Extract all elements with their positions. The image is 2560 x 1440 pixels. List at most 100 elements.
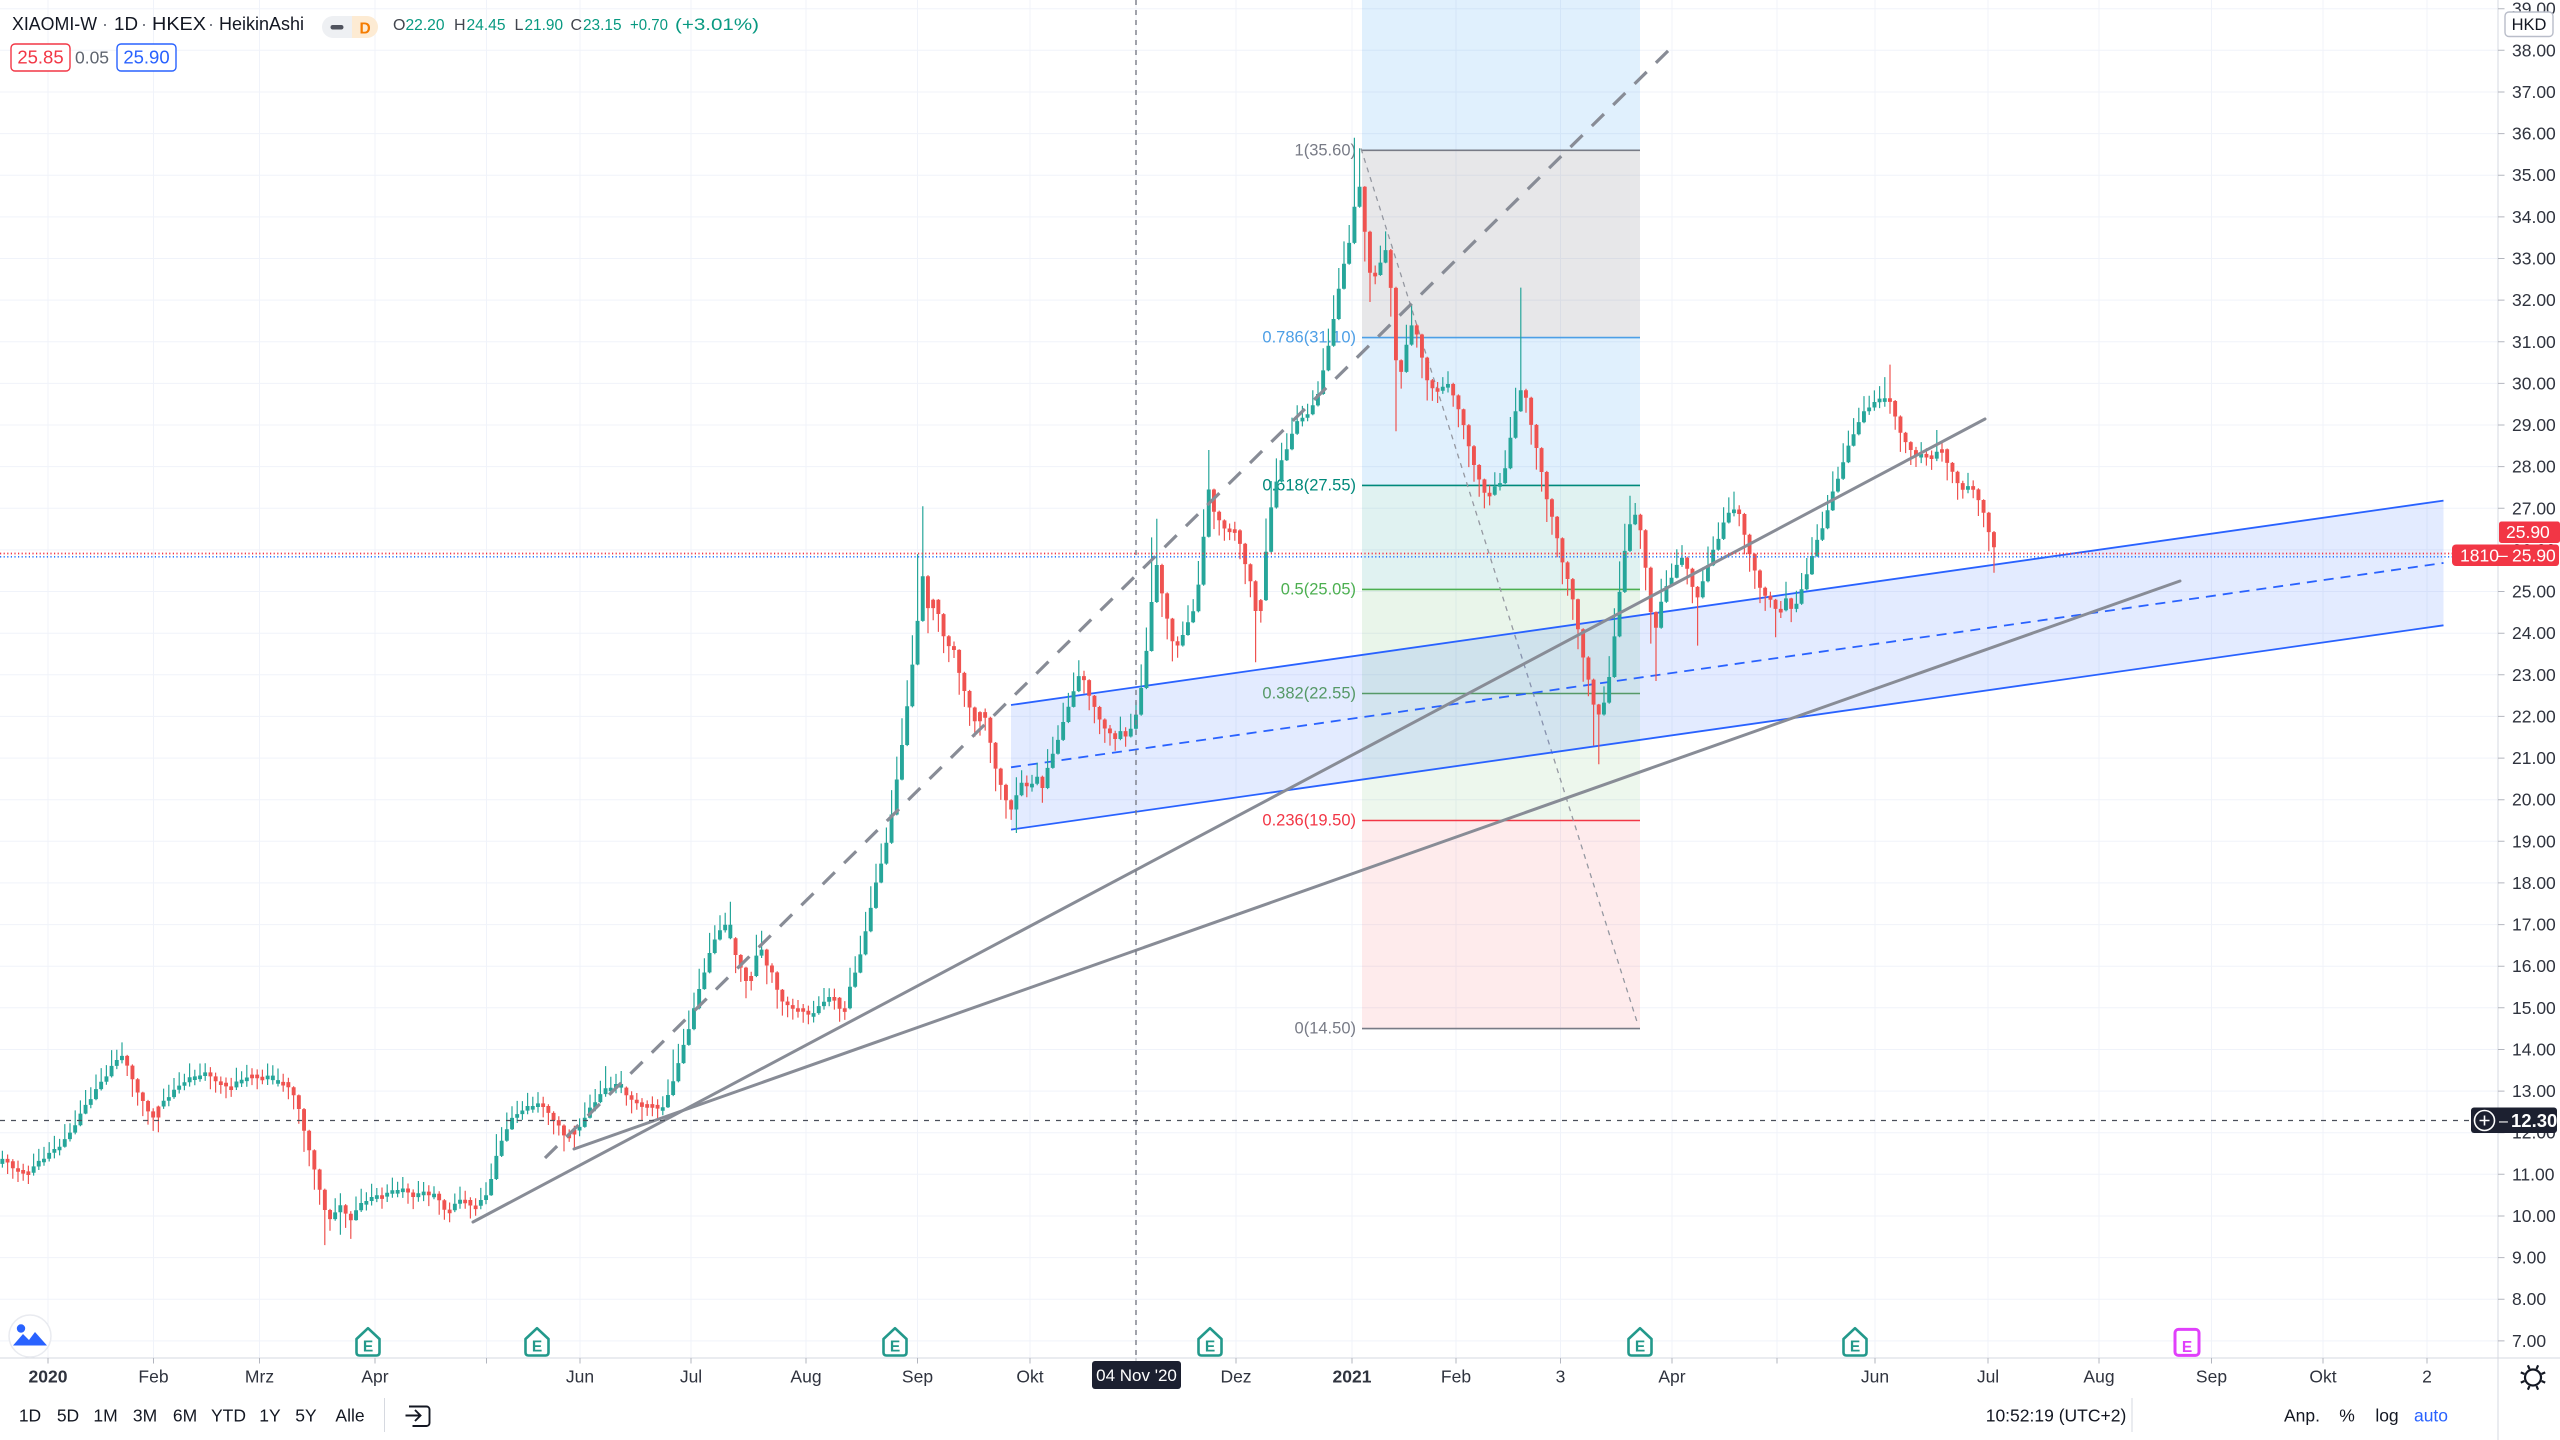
svg-text:2021: 2021	[1333, 1367, 1372, 1387]
svg-text:5Y: 5Y	[295, 1406, 317, 1426]
svg-text:HKD: HKD	[2512, 16, 2547, 34]
svg-text:E: E	[1635, 1339, 1645, 1356]
svg-text:Apr: Apr	[1658, 1367, 1685, 1387]
svg-text:H: H	[454, 17, 466, 34]
svg-text:1D: 1D	[114, 14, 138, 34]
svg-text:16.00: 16.00	[2512, 956, 2556, 976]
svg-text:Apr: Apr	[361, 1367, 388, 1387]
svg-text:0.5(25.05): 0.5(25.05)	[1281, 580, 1356, 598]
svg-text:Okt: Okt	[2309, 1367, 2336, 1387]
svg-text:Anp.: Anp.	[2284, 1406, 2320, 1426]
svg-text:·: ·	[102, 14, 108, 34]
svg-text:8.00: 8.00	[2512, 1289, 2546, 1309]
svg-text:+0.70: +0.70	[630, 17, 668, 34]
svg-text:10:52:19 (UTC+2): 10:52:19 (UTC+2)	[1986, 1406, 2127, 1426]
svg-text:21.00: 21.00	[2512, 748, 2556, 768]
svg-text:%: %	[2339, 1406, 2355, 1426]
svg-text:9.00: 9.00	[2512, 1248, 2546, 1268]
svg-text:0.05: 0.05	[75, 48, 109, 68]
svg-text:Jul: Jul	[680, 1367, 702, 1387]
svg-text:34.00: 34.00	[2512, 207, 2556, 227]
svg-text:Jun: Jun	[1861, 1367, 1889, 1387]
svg-text:D: D	[360, 21, 371, 38]
svg-text:L: L	[515, 17, 524, 34]
svg-text:2020: 2020	[29, 1367, 68, 1387]
svg-text:YTD: YTD	[211, 1406, 246, 1426]
svg-text:XIAOMI-W: XIAOMI-W	[12, 14, 97, 34]
svg-text:25.90: 25.90	[123, 47, 169, 68]
svg-text:5D: 5D	[57, 1406, 79, 1426]
svg-text:auto: auto	[2414, 1406, 2448, 1426]
svg-text:28.00: 28.00	[2512, 457, 2556, 477]
svg-text:33.00: 33.00	[2512, 249, 2556, 269]
svg-text:O: O	[393, 17, 405, 34]
svg-text:7.00: 7.00	[2512, 1331, 2546, 1351]
svg-text:21.90: 21.90	[525, 17, 564, 34]
svg-text:36.00: 36.00	[2512, 124, 2556, 144]
svg-text:10.00: 10.00	[2512, 1206, 2556, 1226]
svg-text:32.00: 32.00	[2512, 290, 2556, 310]
svg-text:Aug: Aug	[790, 1367, 821, 1387]
svg-text:0.382(22.55): 0.382(22.55)	[1262, 685, 1356, 703]
svg-text:E: E	[2182, 1339, 2192, 1356]
svg-text:E: E	[363, 1339, 373, 1356]
svg-text:HKEX: HKEX	[152, 14, 206, 34]
svg-text:29.00: 29.00	[2512, 415, 2556, 435]
svg-text:23.15: 23.15	[583, 17, 622, 34]
svg-text:15.00: 15.00	[2512, 998, 2556, 1018]
svg-text:11.00: 11.00	[2512, 1164, 2555, 1184]
svg-text:18.00: 18.00	[2512, 873, 2556, 893]
svg-text:27.00: 27.00	[2512, 498, 2556, 518]
svg-text:·: ·	[208, 14, 214, 34]
svg-text:E: E	[1850, 1339, 1860, 1356]
svg-text:04 Nov '20: 04 Nov '20	[1096, 1366, 1177, 1385]
svg-text:log: log	[2375, 1406, 2398, 1426]
svg-text:25.00: 25.00	[2512, 582, 2556, 602]
svg-text:22.00: 22.00	[2512, 706, 2556, 726]
svg-text:25.90: 25.90	[2506, 522, 2550, 542]
svg-text:2: 2	[2422, 1367, 2432, 1387]
svg-text:E: E	[532, 1339, 542, 1356]
svg-text:1(35.60): 1(35.60)	[1295, 141, 1356, 159]
svg-text:14.00: 14.00	[2512, 1040, 2556, 1060]
svg-text:–: –	[2498, 545, 2508, 565]
svg-text:12.30: 12.30	[2511, 1110, 2557, 1131]
svg-text:35.00: 35.00	[2512, 165, 2556, 185]
svg-text:Feb: Feb	[1441, 1367, 1471, 1387]
svg-text:1D: 1D	[19, 1406, 41, 1426]
svg-text:Sep: Sep	[2196, 1367, 2227, 1387]
svg-text:22.20: 22.20	[406, 17, 445, 34]
svg-text:Jul: Jul	[1977, 1367, 1999, 1387]
svg-text:1810: 1810	[2460, 546, 2499, 566]
svg-text:Alle: Alle	[335, 1406, 364, 1426]
svg-text:24.45: 24.45	[467, 17, 506, 34]
svg-text:E: E	[1205, 1339, 1215, 1356]
svg-text:0.236(19.50): 0.236(19.50)	[1262, 812, 1356, 830]
svg-text:·: ·	[141, 14, 147, 34]
svg-text:Dez: Dez	[1220, 1367, 1251, 1387]
svg-text:0.786(31.10): 0.786(31.10)	[1262, 329, 1356, 347]
svg-text:25.90: 25.90	[2512, 546, 2556, 566]
svg-text:Sep: Sep	[902, 1367, 933, 1387]
svg-text:19.00: 19.00	[2512, 831, 2556, 851]
svg-text:HeikinAshi: HeikinAshi	[219, 14, 304, 34]
svg-text:6M: 6M	[173, 1406, 197, 1426]
svg-text:0(14.50): 0(14.50)	[1295, 1020, 1356, 1038]
svg-text:1M: 1M	[93, 1406, 117, 1426]
svg-text:3: 3	[1556, 1367, 1566, 1387]
svg-text:Jun: Jun	[566, 1367, 594, 1387]
svg-text:E: E	[890, 1339, 900, 1356]
svg-text:Okt: Okt	[1016, 1367, 1043, 1387]
svg-text:30.00: 30.00	[2512, 373, 2556, 393]
svg-text:38.00: 38.00	[2512, 40, 2556, 60]
svg-text:37.00: 37.00	[2512, 82, 2556, 102]
svg-text:24.00: 24.00	[2512, 623, 2556, 643]
svg-text:C: C	[571, 17, 583, 34]
svg-text:Mrz: Mrz	[245, 1367, 274, 1387]
svg-text:25.85: 25.85	[17, 47, 63, 68]
svg-text:17.00: 17.00	[2512, 915, 2556, 935]
svg-text:Aug: Aug	[2083, 1367, 2114, 1387]
svg-text:–: –	[2499, 1113, 2508, 1130]
svg-text:23.00: 23.00	[2512, 665, 2556, 685]
svg-text:Feb: Feb	[138, 1367, 168, 1387]
